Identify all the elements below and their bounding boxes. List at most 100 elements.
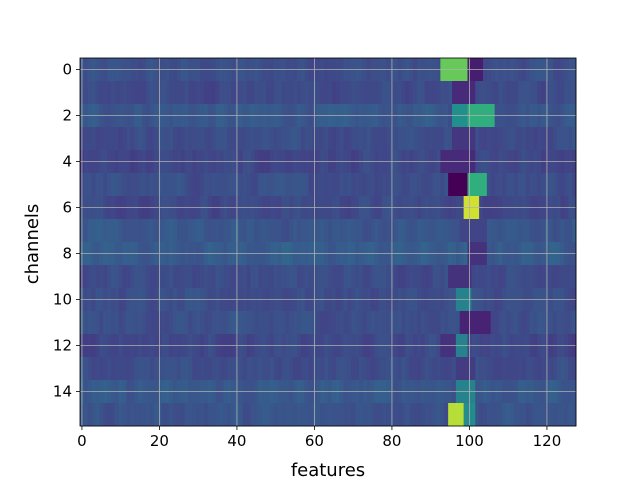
heatmap-cell [153, 311, 158, 335]
heatmap-cell [475, 265, 480, 289]
heatmap-cell [370, 311, 375, 335]
heatmap-cell [568, 127, 573, 151]
heatmap-cell [165, 357, 170, 381]
heatmap-cell [207, 219, 213, 243]
heatmap-cell [103, 265, 108, 289]
heatmap-cell [397, 219, 403, 243]
heatmap-cell [440, 357, 445, 381]
heatmap-cell [118, 219, 124, 243]
heatmap-cell [297, 127, 302, 151]
heatmap-cell [219, 127, 224, 151]
heatmap-cell [188, 311, 193, 335]
heatmap-cell [432, 265, 437, 289]
heatmap-cell [176, 81, 182, 105]
heatmap-cell [204, 311, 209, 335]
heatmap-cell [514, 265, 519, 289]
heatmap-cell [537, 127, 542, 151]
heatmap-cell [432, 127, 437, 151]
heatmap-cell [475, 127, 480, 151]
heatmap-cell [289, 311, 294, 335]
heatmap-cell [142, 219, 147, 243]
heatmap-cell [223, 81, 228, 105]
heatmap-cell [207, 311, 213, 335]
heatmap-cell [134, 265, 139, 289]
heatmap-cell [250, 219, 255, 243]
heatmap-cell [114, 265, 120, 289]
heatmap-cell [91, 357, 96, 381]
heatmap-cell [355, 357, 360, 381]
heatmap-cell [486, 173, 492, 197]
heatmap-cell [114, 173, 120, 197]
heatmap-cell [300, 127, 306, 151]
heatmap-cell [126, 403, 131, 427]
heatmap-cell [517, 173, 523, 197]
heatmap-cell [374, 173, 379, 197]
heatmap-cell [432, 311, 437, 335]
heatmap-cell [111, 311, 116, 335]
heatmap-cell [273, 127, 279, 151]
heatmap-cell [486, 81, 492, 105]
heatmap-cell [293, 127, 298, 151]
heatmap-cell [533, 219, 538, 243]
heatmap-cell [498, 357, 503, 381]
heatmap-cell [541, 219, 546, 243]
heatmap-cell [269, 265, 275, 289]
heatmap-cell [277, 173, 282, 197]
heatmap-cell [374, 265, 379, 289]
heatmap-cell [258, 127, 263, 151]
heatmap-cell [254, 219, 259, 243]
heatmap-cell [440, 265, 445, 289]
heatmap-cell [111, 127, 116, 151]
heatmap-cell [204, 81, 209, 105]
heatmap-cell [215, 357, 220, 381]
heatmap-cell [293, 357, 298, 381]
heatmap-cell [564, 127, 569, 151]
heatmap-cell [304, 311, 310, 335]
heatmap-cell [471, 357, 476, 381]
heatmap-cell [184, 403, 189, 427]
heatmap-cell [405, 127, 410, 151]
heatmap-cell [529, 173, 534, 197]
heatmap-cell [207, 357, 213, 381]
heatmap-cell [417, 357, 422, 381]
heatmap-cell [87, 81, 93, 105]
heatmap-cell [196, 81, 201, 105]
heatmap-cell [211, 173, 217, 197]
heatmap-cell [386, 357, 391, 381]
heatmap-cell [347, 311, 352, 335]
x-tick-label: 0 [77, 432, 87, 450]
heatmap-cell [452, 219, 457, 243]
heatmap-cell [169, 127, 174, 151]
heatmap-cell [99, 265, 104, 289]
heatmap-cell [393, 219, 399, 243]
heatmap-cell [161, 81, 166, 105]
heatmap-cell [277, 81, 282, 105]
heatmap-cell [529, 127, 534, 151]
heatmap-cell [176, 127, 182, 151]
heatmap-cell [479, 127, 484, 151]
heatmap-cell [331, 403, 337, 427]
heatmap-cell [165, 127, 170, 151]
heatmap-cell [564, 81, 569, 105]
heatmap-cell [533, 265, 538, 289]
heatmap-cell [382, 127, 387, 151]
heatmap-cell [483, 357, 488, 381]
heatmap-cell [378, 403, 383, 427]
heatmap-cell [490, 81, 496, 105]
heatmap-cell [362, 127, 368, 151]
heatmap-cell [459, 403, 465, 427]
heatmap-cell [269, 127, 275, 151]
heatmap-cell [370, 219, 375, 243]
heatmap-cell [448, 127, 453, 151]
heatmap-cell [475, 219, 480, 243]
heatmap-cell [254, 357, 259, 381]
heatmap-cell [122, 173, 127, 197]
heatmap-cell [308, 311, 313, 335]
x-tick-label: 40 [227, 432, 246, 450]
heatmap-cell [374, 403, 379, 427]
heatmap-cell [192, 403, 197, 427]
heatmap-cell [87, 311, 93, 335]
heatmap-cell [498, 173, 503, 197]
heatmap-cell [405, 219, 410, 243]
heatmap-cell [103, 173, 108, 197]
